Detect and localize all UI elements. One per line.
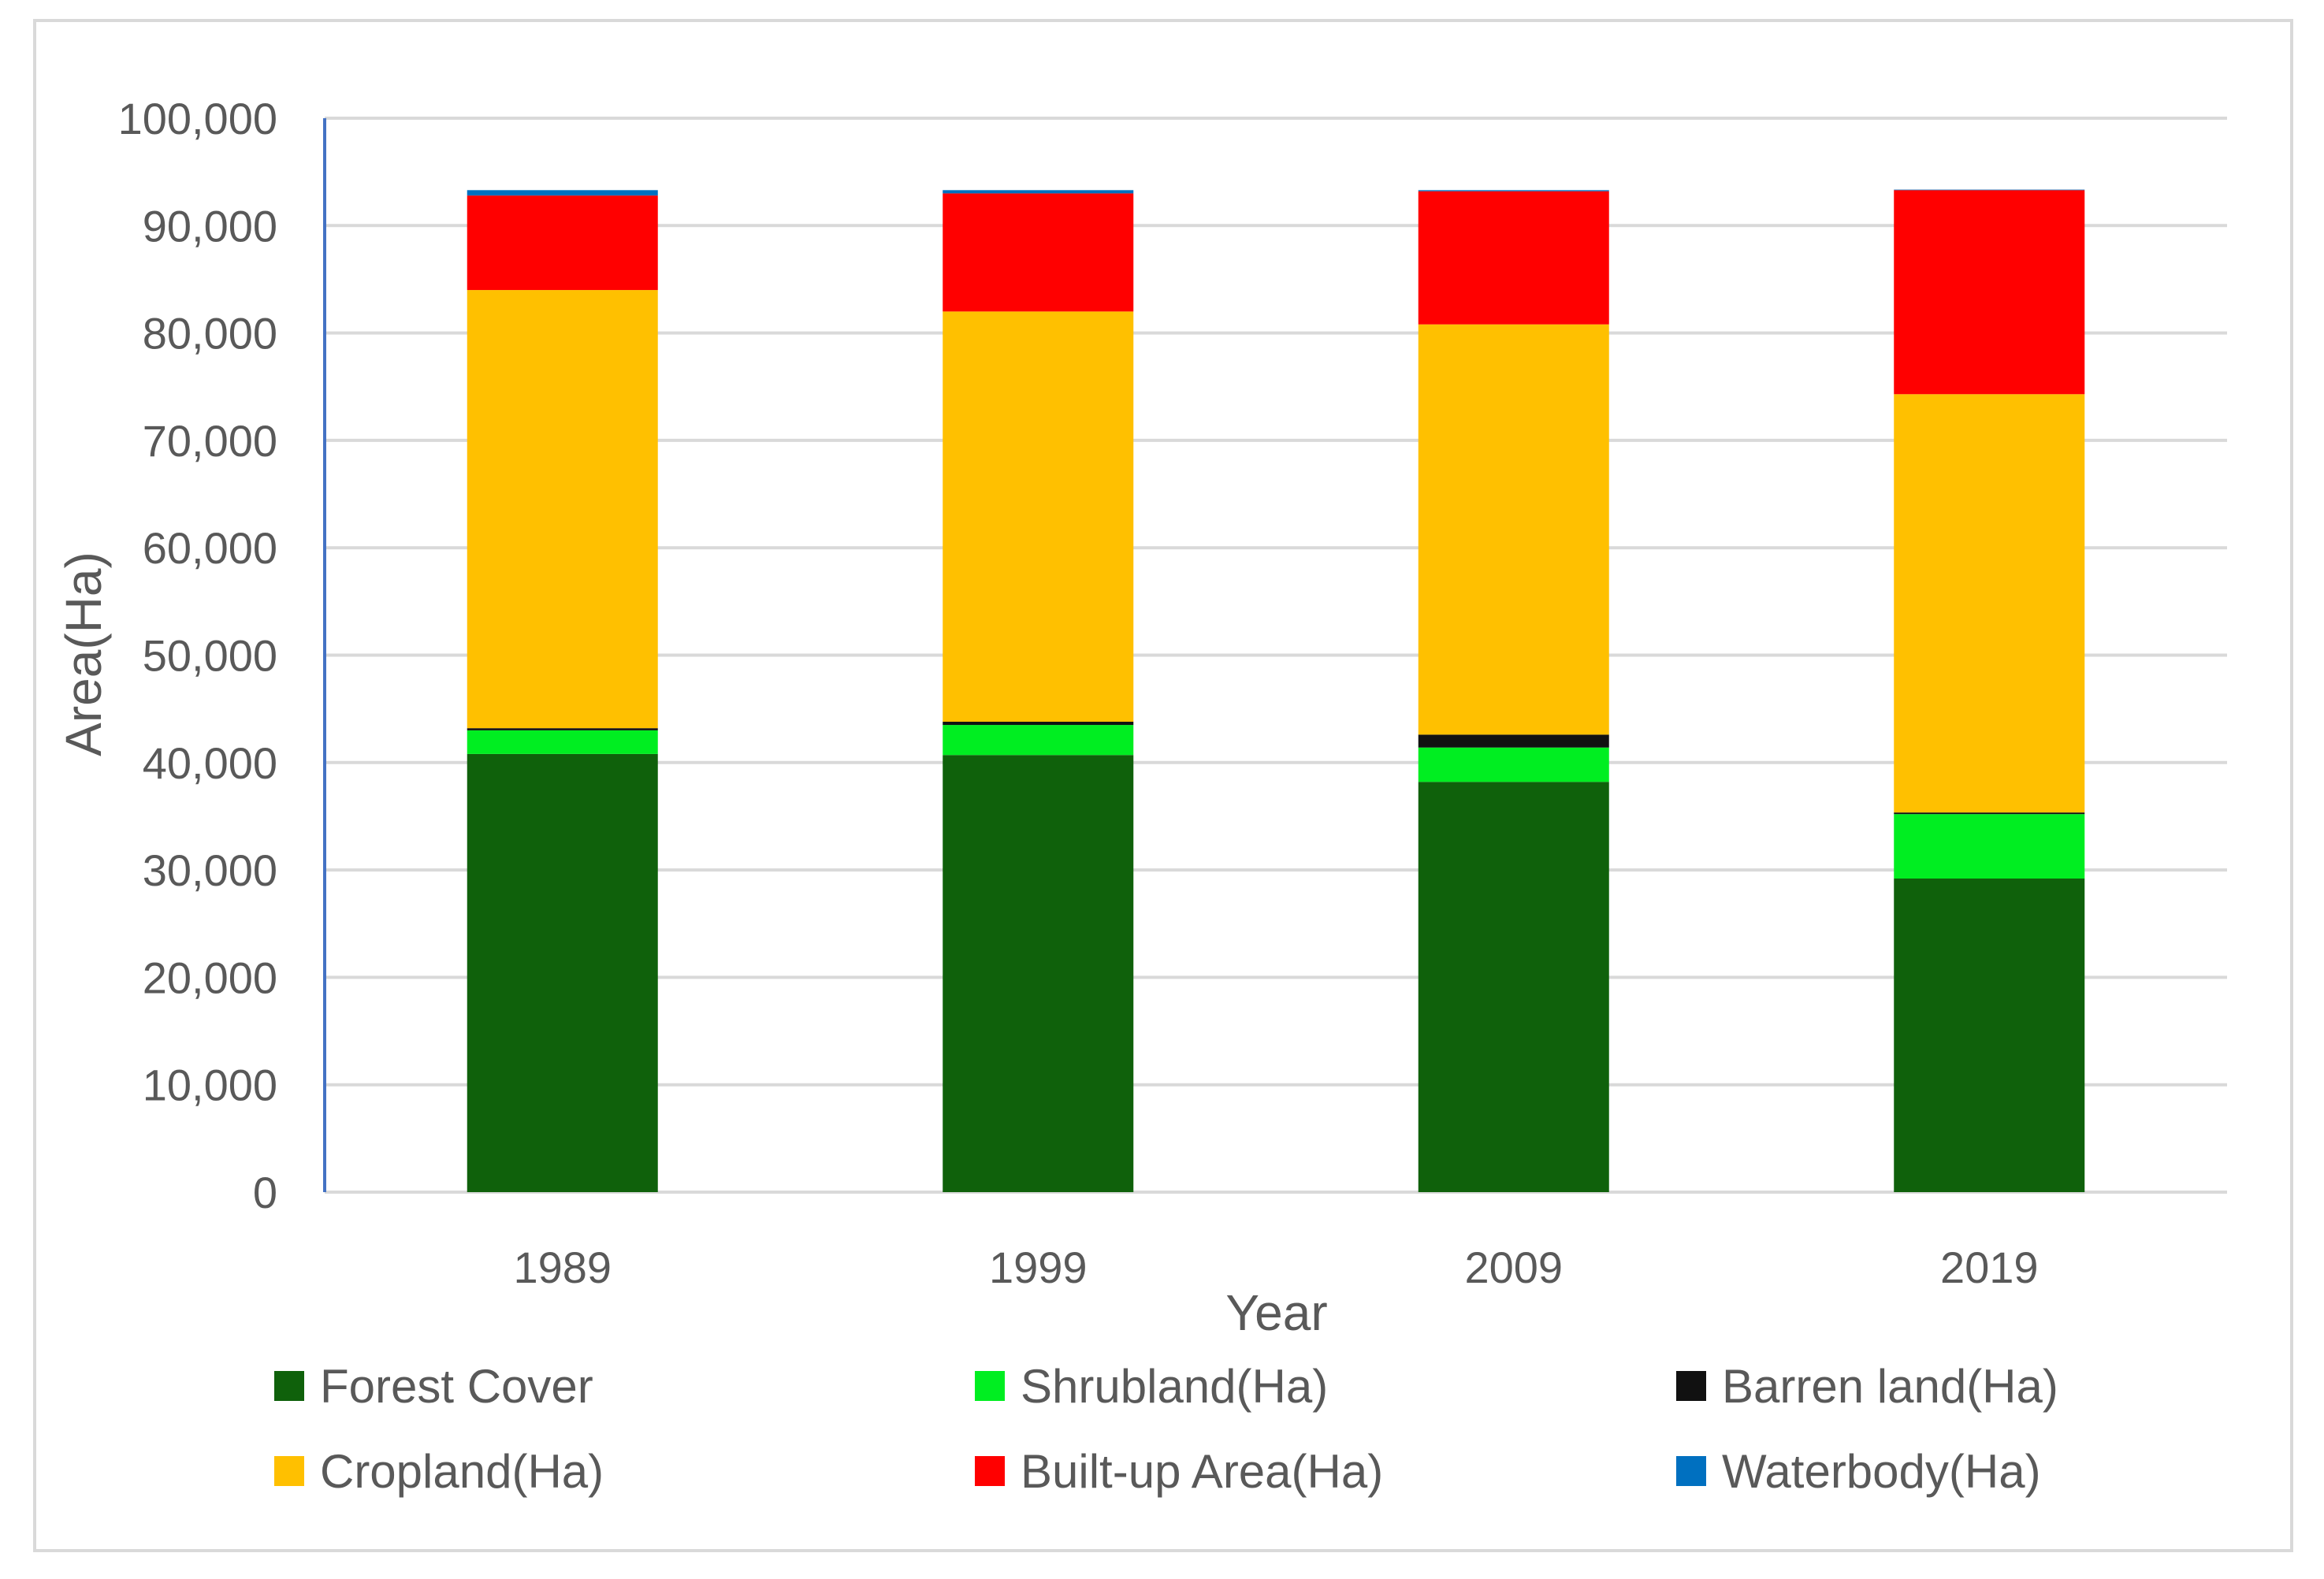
y-tick-label: 10,000	[143, 1061, 277, 1110]
x-tick-label: 1989	[513, 1243, 612, 1292]
legend-swatch	[1676, 1456, 1706, 1486]
bar-segment-2019-shrubland-ha	[1894, 814, 2085, 879]
x-tick-label: 1999	[989, 1243, 1088, 1292]
x-tick-label: 2019	[1940, 1243, 2039, 1292]
y-tick-label: 90,000	[143, 201, 277, 251]
legend-label: Cropland(Ha)	[320, 1445, 604, 1498]
x-axis-title: Year	[1225, 1284, 1327, 1341]
y-tick-label: 60,000	[143, 523, 277, 573]
bar-segment-2009-waterbody-ha	[1418, 190, 1609, 191]
bar-segment-1999-cropland-ha	[943, 311, 1134, 723]
legend-label: Built-up Area(Ha)	[1021, 1445, 1383, 1498]
bar-segment-1999-waterbody-ha	[943, 190, 1134, 194]
bar-segment-2009-barren-land-ha	[1418, 734, 1609, 748]
x-tick-label: 2009	[1464, 1243, 1563, 1292]
bar-segment-1989-cropland-ha	[467, 290, 658, 729]
bar-segment-2019-cropland-ha	[1894, 394, 2085, 813]
bar-segment-2019-waterbody-ha	[1894, 189, 2085, 191]
y-tick-label: 0	[253, 1168, 277, 1217]
bars	[467, 189, 2085, 1192]
y-tick-label: 40,000	[143, 738, 277, 788]
legend-swatch	[975, 1456, 1005, 1486]
bar-segment-1999-barren-land-ha	[943, 722, 1134, 726]
bar-segment-1989-forest-cover	[467, 753, 658, 1192]
legend-swatch	[975, 1371, 1005, 1401]
bar-segment-2019-forest-cover	[1894, 879, 2085, 1192]
bar-segment-1999-built-up-area-ha	[943, 193, 1134, 312]
bar-segment-2009-forest-cover	[1418, 782, 1609, 1192]
y-tick-label: 70,000	[143, 416, 277, 466]
bar-segment-2009-shrubland-ha	[1418, 747, 1609, 782]
legend-label: Forest Cover	[320, 1360, 593, 1413]
bar-segment-1999-forest-cover	[943, 755, 1134, 1192]
y-tick-label: 30,000	[143, 845, 277, 895]
bar-segment-2019-barren-land-ha	[1894, 812, 2085, 815]
bar-segment-2019-built-up-area-ha	[1894, 190, 2085, 395]
legend-label: Shrubland(Ha)	[1021, 1360, 1328, 1413]
bar-segment-1989-built-up-area-ha	[467, 195, 658, 291]
legend-swatch	[274, 1371, 304, 1401]
x-axis-ticks: 1989 1999 2009 2019	[513, 1243, 2038, 1292]
y-tick-label: 50,000	[143, 631, 277, 681]
bar-segment-1989-shrubland-ha	[467, 730, 658, 754]
y-tick-label: 80,000	[143, 309, 277, 359]
bar-segment-1999-shrubland-ha	[943, 725, 1134, 756]
bar-segment-2009-built-up-area-ha	[1418, 191, 1609, 325]
legend: Forest Cover Shrubland(Ha) Barren land(Ha)…	[274, 1360, 2058, 1498]
legend-label: Barren land(Ha)	[1722, 1360, 2058, 1413]
y-tick-label: 20,000	[143, 953, 277, 1002]
legend-label: Waterbody(Ha)	[1722, 1445, 2041, 1498]
bar-segment-1989-waterbody-ha	[467, 190, 658, 196]
legend-swatch	[1676, 1371, 1706, 1401]
y-axis-ticks: 0 10,000 20,000 30,000 40,000 50,000 60,000 70,…	[118, 94, 277, 1217]
bar-segment-1989-barren-land-ha	[467, 728, 658, 730]
bar-segment-2009-cropland-ha	[1418, 324, 1609, 735]
y-tick-label: 100,000	[118, 94, 277, 143]
y-axis-title: Area(Ha)	[55, 552, 112, 756]
legend-swatch	[274, 1456, 304, 1486]
